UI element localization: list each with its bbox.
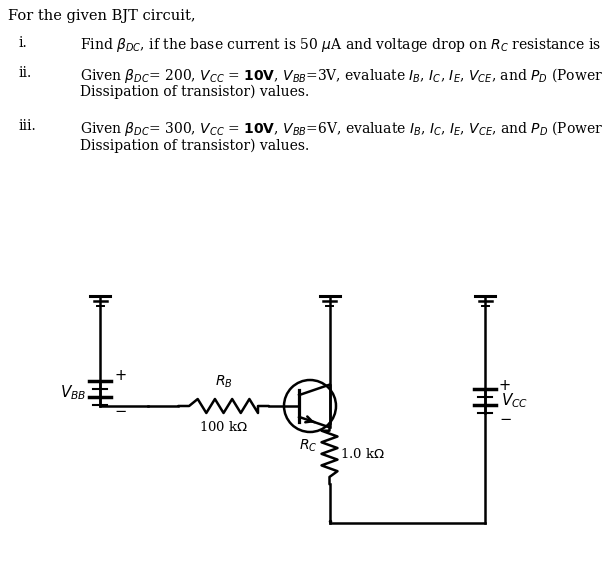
Text: $R_C$: $R_C$ — [299, 437, 318, 454]
Text: i.: i. — [18, 35, 27, 49]
Text: iii.: iii. — [18, 119, 36, 133]
Text: $-$: $-$ — [499, 410, 512, 425]
Text: 1.0 k$\Omega$: 1.0 k$\Omega$ — [339, 447, 385, 461]
Text: Dissipation of transistor) values.: Dissipation of transistor) values. — [80, 138, 309, 153]
Text: 100 k$\Omega$: 100 k$\Omega$ — [199, 420, 248, 434]
Text: Find $\beta_{DC}$, if the base current is 50 $\mu$A and voltage drop on $R_C$ re: Find $\beta_{DC}$, if the base current i… — [80, 35, 603, 53]
Text: $-$: $-$ — [114, 403, 127, 418]
Text: Given $\beta_{DC}$= 300, $V_{CC}$ = $\mathbf{10V}$, $V_{BB}$=6V, evaluate $I_B$,: Given $\beta_{DC}$= 300, $V_{CC}$ = $\ma… — [80, 119, 603, 138]
Text: $R_B$: $R_B$ — [215, 374, 232, 390]
Text: Given $\beta_{DC}$= 200, $V_{CC}$ = $\mathbf{10V}$, $V_{BB}$=3V, evaluate $I_B$,: Given $\beta_{DC}$= 200, $V_{CC}$ = $\ma… — [80, 66, 603, 85]
Text: +: + — [499, 378, 511, 393]
Text: +: + — [114, 368, 126, 383]
Text: Dissipation of transistor) values.: Dissipation of transistor) values. — [80, 85, 309, 99]
Text: For the given BJT circuit,: For the given BJT circuit, — [8, 9, 195, 23]
Text: $V_{BB}$: $V_{BB}$ — [60, 383, 86, 403]
Text: $V_{CC}$: $V_{CC}$ — [501, 392, 528, 410]
Text: ii.: ii. — [18, 66, 31, 80]
